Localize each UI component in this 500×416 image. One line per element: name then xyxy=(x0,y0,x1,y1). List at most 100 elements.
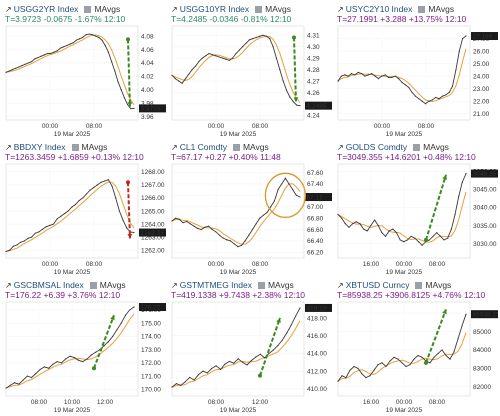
data-point xyxy=(373,219,376,221)
stat-change: +3906.8125 xyxy=(384,290,433,300)
line-chart[interactable]: 860008500084000830008200016:0000:0008:00… xyxy=(334,278,498,414)
data-point xyxy=(9,384,11,387)
stat-line: T=1263.3459 +1.6859 +0.13% 12:10 xyxy=(5,152,144,162)
line-chart[interactable]: 67.6067.4067.2067.0066.8066.6066.4066.20… xyxy=(168,140,332,276)
last-price-tag xyxy=(139,104,166,113)
y-tick-label: 3.98 xyxy=(141,101,154,108)
data-point xyxy=(100,181,102,183)
y-tick-label: 171.00 xyxy=(141,373,161,380)
price-line xyxy=(171,34,301,107)
data-point xyxy=(387,76,390,78)
data-point xyxy=(455,69,457,71)
last-price-tag xyxy=(471,169,498,178)
stat-line: T=4.2485 -0.0346 -0.81% 12:10 xyxy=(171,14,291,24)
data-point xyxy=(377,224,379,227)
y-tick-label: 67.60 xyxy=(307,170,324,177)
data-point xyxy=(286,332,288,334)
legend-swatch xyxy=(232,144,240,151)
plot-frame xyxy=(171,163,305,259)
expand-icon[interactable]: ↗ xyxy=(337,281,344,290)
expand-icon[interactable]: ↗ xyxy=(5,143,12,152)
data-point xyxy=(417,241,420,243)
data-point xyxy=(388,230,390,232)
expand-icon[interactable]: ↗ xyxy=(5,5,12,14)
chart-panel[interactable]: ↗ GSTMTMEG Index MAvgs T=419.1338 +9.7438 +… xyxy=(168,278,332,414)
data-point xyxy=(133,306,135,308)
chart-panel[interactable]: ↗ GSCBMSAL Index MAvgs T=176.22 +6.39 +3.76… xyxy=(2,278,166,414)
line-chart[interactable]: 4.314.304.294.284.274.264.254.2400:0008:… xyxy=(168,2,332,138)
expand-icon[interactable]: ↗ xyxy=(171,143,178,152)
data-point xyxy=(345,376,347,379)
expand-icon[interactable]: ↗ xyxy=(5,281,12,290)
y-tick-label: 4.31 xyxy=(307,32,320,39)
expand-icon[interactable]: ↗ xyxy=(337,5,344,14)
y-tick-label: 3045.00 xyxy=(473,187,497,194)
data-point xyxy=(262,34,264,36)
data-point xyxy=(428,100,430,102)
data-point xyxy=(95,351,97,353)
stat-time: 12:10 xyxy=(463,290,486,300)
data-point xyxy=(56,50,58,52)
chart-panel[interactable]: ↗ USGG10YR Index MAvgs T=4.2485 -0.0346 -0.… xyxy=(168,2,332,138)
data-point xyxy=(417,354,419,357)
x-tick-label: 00:00 xyxy=(208,261,225,268)
data-point xyxy=(56,360,58,363)
panel-header: ↗ CL1 Comdty MAvgs xyxy=(171,142,269,153)
legend-label: MAvgs xyxy=(423,142,449,152)
stat-last: T=176.22 xyxy=(5,290,44,300)
data-point xyxy=(50,52,52,55)
data-point xyxy=(299,105,301,107)
data-point xyxy=(22,379,24,381)
chart-panel[interactable]: ↗ XBTUSD Curncy MAvgs T=85938.25 +3906.8125… xyxy=(334,278,498,414)
line-chart[interactable]: 27.0026.0025.0024.0023.0022.0021.0000:00… xyxy=(334,2,498,138)
data-point xyxy=(431,99,433,101)
expand-icon[interactable]: ↗ xyxy=(171,5,178,14)
stat-time: 12:10 xyxy=(122,152,144,162)
data-point xyxy=(409,364,411,366)
data-point xyxy=(233,362,235,364)
chart-panel[interactable]: ↗ USYC2Y10 Index MAvgs T=27.1991 +3.288 +13… xyxy=(334,2,498,138)
arrow-origin-dot xyxy=(424,237,428,242)
line-chart[interactable]: 3050.003045.003040.003035.003030.0016:00… xyxy=(334,140,498,276)
date-label: 19 Mar 2025 xyxy=(220,407,257,414)
data-point xyxy=(458,195,460,198)
chart-panel[interactable]: ↗ CL1 Comdty MAvgs T=67.17 +0.27 +0.40% 11:… xyxy=(168,140,332,276)
data-point xyxy=(341,375,343,377)
data-point xyxy=(82,36,84,39)
line-chart[interactable]: 176.00175.00174.00173.00172.00171.00170.… xyxy=(2,278,166,414)
last-price-label: 3.9723 xyxy=(141,106,161,113)
data-point xyxy=(93,186,95,189)
line-chart[interactable]: 1268.00 1267.00 1266.00 1265.00 1264.00 1263.… xyxy=(2,140,166,276)
arrow-head xyxy=(127,233,133,239)
data-point xyxy=(405,365,407,368)
data-point xyxy=(116,329,118,331)
data-point xyxy=(436,232,438,234)
expand-icon[interactable]: ↗ xyxy=(337,143,344,152)
data-point xyxy=(211,228,213,231)
x-tick-label: 00:00 xyxy=(396,261,413,268)
data-point xyxy=(385,365,387,368)
data-point xyxy=(353,365,355,368)
expand-icon[interactable]: ↗ xyxy=(171,281,178,290)
chart-panel[interactable]: ↗ BBDXY Index MAvgs T=1263.3459 +1.6859 +0.… xyxy=(2,140,166,276)
y-tick-label: 4.28 xyxy=(307,67,320,74)
arrow-origin-dot xyxy=(126,37,130,42)
data-point xyxy=(461,325,463,327)
x-tick-label: 10:00 xyxy=(64,399,81,406)
data-point xyxy=(299,307,301,309)
data-point xyxy=(66,44,68,47)
line-chart[interactable]: 4.08 4.06 4.04 4.02 4.00 3.98 3.96 00:00 08:0019… xyxy=(2,2,166,138)
arrow-head xyxy=(442,309,447,315)
data-point xyxy=(188,73,190,75)
data-point xyxy=(432,235,434,237)
data-point xyxy=(90,354,92,356)
date-label: 19 Mar 2025 xyxy=(54,269,91,276)
y-tick-label: 24.00 xyxy=(473,73,490,80)
chart-panel[interactable]: ↗ GOLDS Comdty MAvgs T=3049.355 +14.6201 +0… xyxy=(334,140,498,276)
chart-panel[interactable]: ↗ USGG2YR Index MAvgs T=3.9723 -0.0675 -1.6… xyxy=(2,2,166,138)
data-point xyxy=(175,382,178,385)
line-chart[interactable]: 418.00 416.00 414.00 412.00 410.00 08:00 12:00… xyxy=(168,278,332,414)
data-point xyxy=(414,237,416,239)
data-point xyxy=(337,80,339,82)
data-point xyxy=(197,374,200,376)
